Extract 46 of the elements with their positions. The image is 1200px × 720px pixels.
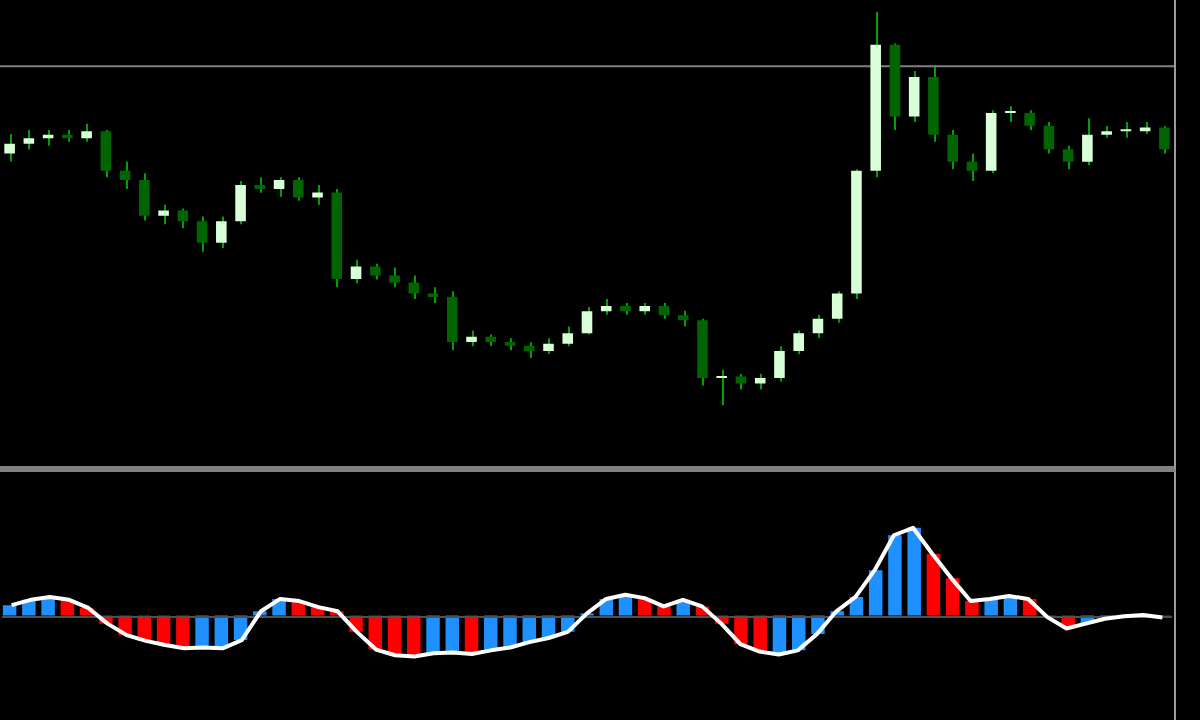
bar	[965, 601, 979, 616]
candlestick	[716, 368, 728, 407]
candlestick	[793, 329, 804, 356]
candlestick	[812, 313, 824, 340]
candlestick	[1043, 121, 1055, 155]
candlestick	[23, 128, 35, 151]
candlestick	[389, 266, 400, 289]
candlestick	[446, 290, 458, 352]
candlestick	[1082, 117, 1093, 167]
candlestick	[158, 203, 169, 226]
candlestick	[1062, 144, 1074, 171]
candlestick	[119, 160, 131, 190]
candlestick	[966, 152, 978, 183]
bar	[195, 615, 209, 648]
bar	[888, 535, 902, 616]
candlestick	[273, 176, 285, 198]
candlestick	[293, 176, 304, 202]
candlestick	[100, 128, 112, 179]
candlestick	[196, 215, 208, 253]
bar	[503, 615, 517, 648]
bar	[426, 615, 440, 654]
candlestick	[312, 184, 323, 206]
candlestick	[216, 215, 227, 249]
candlestick	[1024, 109, 1035, 131]
bar	[176, 615, 190, 649]
candlestick	[562, 325, 574, 348]
candlestick	[1005, 105, 1016, 124]
bar	[907, 527, 921, 616]
bar	[926, 553, 941, 616]
candlestick	[1159, 125, 1170, 155]
candlestick	[1120, 121, 1132, 139]
candlestick	[81, 122, 92, 143]
candlestick	[350, 258, 362, 285]
candlestick	[581, 305, 593, 336]
candlestick	[908, 69, 920, 124]
bar	[407, 615, 421, 657]
candlestick	[4, 132, 15, 163]
candlestick	[139, 172, 150, 222]
bar	[2, 605, 17, 616]
bar	[484, 615, 498, 651]
candlestick	[235, 180, 246, 226]
bar	[753, 615, 767, 652]
candlestick	[408, 274, 420, 301]
candlestick	[831, 290, 843, 324]
candlestick	[947, 128, 958, 171]
candlestick	[774, 345, 785, 383]
